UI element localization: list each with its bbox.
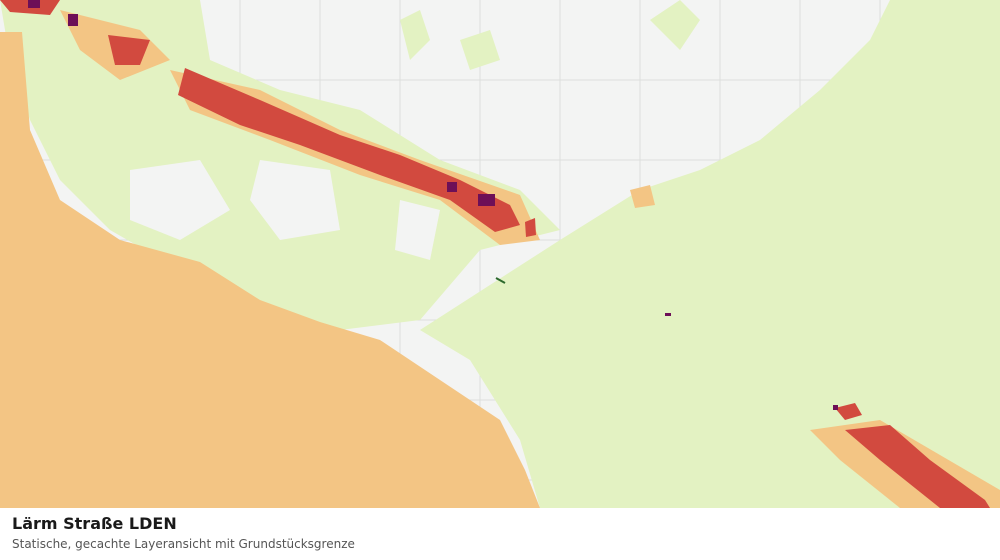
layer-subtitle: Statische, gecachte Layeransicht mit Gru… — [12, 537, 355, 551]
plot-boundary — [495, 277, 506, 284]
caption-panel: Lärm Straße LDEN Statische, gecachte Lay… — [0, 508, 1000, 560]
noise-zone-very-high — [28, 0, 838, 410]
layer-title: Lärm Straße LDEN — [12, 514, 177, 533]
noise-zone-medium — [0, 32, 540, 508]
noise-zone-high — [0, 0, 990, 508]
map-view — [0, 0, 1000, 508]
quiet-area — [130, 160, 440, 260]
